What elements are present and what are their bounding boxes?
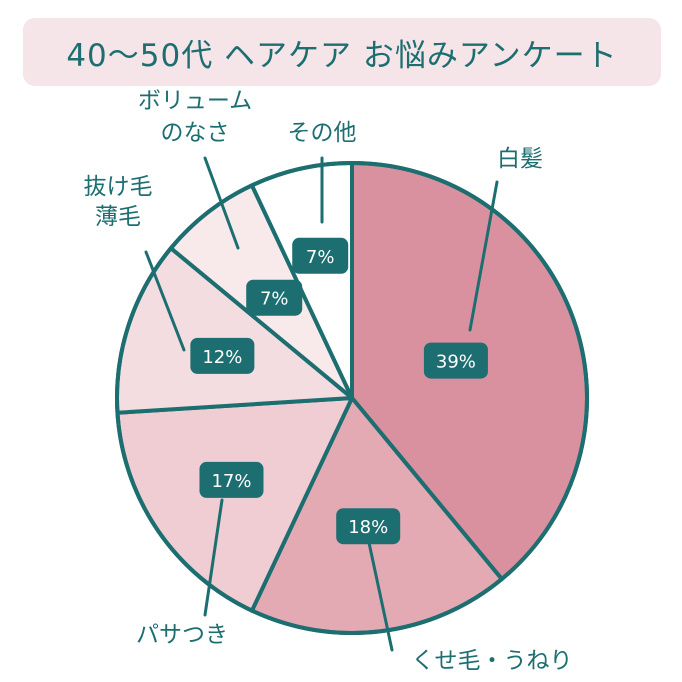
chart-title: 40～50代 ヘアケア お悩みアンケート — [66, 37, 618, 74]
percent-badge — [190, 337, 255, 374]
chart-title-box: 40～50代 ヘアケア お悩みアンケート — [23, 18, 661, 86]
percent-label: 18% — [348, 517, 388, 538]
percent-label: 12% — [202, 347, 242, 368]
pie-outline — [115, 161, 589, 635]
leader-line — [366, 536, 394, 652]
category-label: ボリューム — [138, 88, 252, 114]
leader-line — [468, 180, 499, 332]
leader-line — [144, 250, 186, 352]
percent-badge — [292, 237, 349, 274]
percent-badge — [199, 461, 264, 498]
percent-label: 17% — [211, 471, 251, 492]
leader-line — [203, 498, 224, 617]
leader-line — [203, 156, 240, 250]
category-label: 薄毛 — [95, 204, 141, 230]
category-label: 抜け毛 — [84, 174, 153, 200]
category-label: 白髪 — [497, 146, 543, 172]
percent-label: 7% — [260, 289, 289, 310]
category-label: パサつき — [136, 622, 228, 648]
percent-label: 7% — [306, 247, 335, 268]
category-label: くせ毛・うねり — [412, 648, 573, 674]
percent-badge — [246, 279, 303, 316]
percent-badge — [336, 508, 401, 545]
percent-badge — [423, 342, 488, 379]
category-label: その他 — [288, 120, 357, 146]
category-label: のなさ — [161, 120, 230, 146]
percent-label: 39% — [436, 352, 476, 373]
